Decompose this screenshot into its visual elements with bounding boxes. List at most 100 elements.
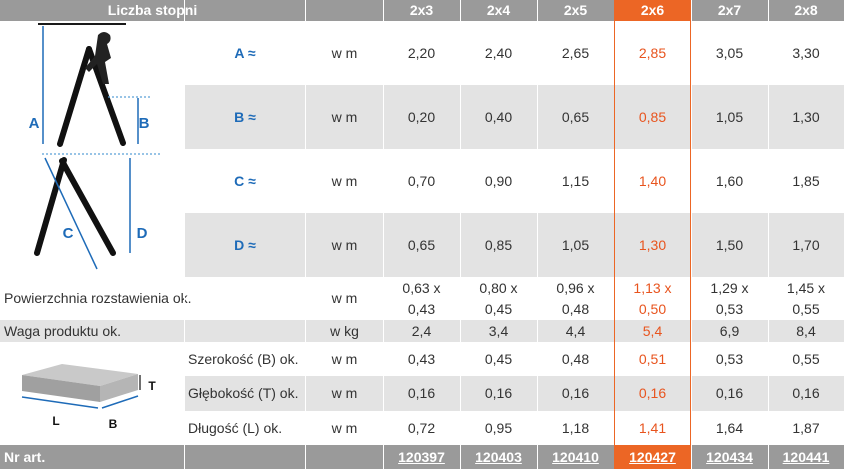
cell-width-2x4: 0,45 [484,350,513,367]
row-unit-area: w m [331,290,358,306]
ladder-dim-label-A: A [29,115,40,132]
header-col-bg [383,0,460,21]
footer-bar [0,445,844,469]
row-length-bg [184,411,844,445]
row-B-bg [184,85,844,149]
box-front-face [22,375,100,402]
box-top-face [22,364,138,386]
cell-B-2x6: 0,85 [638,108,667,125]
dim-c-line [44,157,98,270]
cell-width-2x3: 0,43 [407,350,436,367]
row-label-B: B ≈ [234,108,256,125]
column-divider [305,0,306,469]
header-bar [0,0,383,21]
column-header-2x7: 2x7 [717,2,742,18]
cell-A-2x5: 2,65 [561,44,590,61]
cell-C-2x7: 1,60 [715,172,744,189]
cell-C-2x4: 0,90 [484,172,513,189]
cell-D-2x7: 1,50 [715,236,744,253]
cell-D-2x3: 0,65 [407,236,436,253]
box-side-face [100,374,138,402]
cell-length-2x8: 1,87 [792,419,820,436]
column-divider [537,0,538,469]
ladder-dim-label-C: C [63,225,74,242]
box-dim-label-L: L [52,414,59,428]
cell-length-2x3: 0,72 [407,419,436,436]
cell-D-2x4: 0,85 [484,236,513,253]
row-label-D: D ≈ [234,236,256,253]
row-label-area: Powierzchnia rozstawienia ok. [4,290,192,306]
cell-A-2x6: 2,85 [638,44,667,61]
cell-area-2x5: 0,96 x 0,48 [556,279,595,317]
row-label-length: Długość (L) ok. [188,419,283,436]
cell-A-2x7: 3,05 [715,44,744,61]
ladder-diagram: A B C D [29,23,160,270]
cell-B-2x7: 1,05 [715,108,744,125]
cell-weight-2x7: 6,9 [719,322,740,339]
row-label-depth: Głębokość (T) ok. [188,385,299,401]
row-unit-weight: w kg [330,322,359,339]
cell-B-2x3: 0,20 [407,108,436,125]
row-weight-bg [0,320,844,342]
cell-weight-2x5: 4,4 [565,322,586,339]
row-unit-C: w m [331,172,358,189]
cell-B-2x8: 1,30 [792,108,820,125]
row-unit-depth: w m [331,385,358,401]
ladder-left-leg [57,46,92,147]
row-label-A: A ≈ [234,44,256,61]
cell-length-2x6: 1,41 [638,419,667,436]
cell-C-2x3: 0,70 [407,172,436,189]
article-number-120397[interactable]: 120397 [398,448,445,465]
cell-depth-2x3: 0,16 [407,385,436,401]
ladder-dim-label-D: D [137,225,148,242]
box-dim-label-B: B [109,417,118,431]
cell-area-2x3: 0,63 x 0,43 [402,279,441,317]
article-number-120403[interactable]: 120403 [475,448,522,465]
cell-depth-2x7: 0,16 [715,385,744,401]
cell-C-2x5: 1,15 [561,172,590,189]
article-number-120434[interactable]: 120434 [706,448,753,465]
cell-weight-2x6: 5,4 [642,322,663,339]
header-col-bg [614,0,691,21]
footer-hl-bg [614,445,691,469]
box-dim-label-T: T [148,379,156,393]
cell-depth-2x5: 0,16 [561,385,590,401]
column-header-2x4: 2x4 [486,2,511,18]
folded-ladder-leg-2 [34,157,67,256]
column-header-2x8: 2x8 [794,2,818,18]
row-C-bg [184,149,844,213]
folded-ladder-leg-1 [59,158,116,256]
cell-weight-2x8: 8,4 [796,322,816,339]
article-number-120441[interactable]: 120441 [782,448,830,465]
cell-A-2x8: 3,30 [792,44,820,61]
row-label-width: Szerokość (B) ok. [188,350,299,367]
cell-length-2x5: 1,18 [561,419,590,436]
cell-area-2x6: 1,13 x 0,50 [633,279,672,317]
cell-area-2x7: 1,29 x 0,53 [710,279,749,317]
person-icon [85,32,111,84]
cell-B-2x5: 0,65 [561,108,590,125]
cell-A-2x4: 2,40 [484,44,513,61]
ladder-drawing [34,23,160,270]
column-header-2x5: 2x5 [563,2,588,18]
row-unit-D: w m [331,236,358,253]
dim-b-line [101,395,139,409]
cell-D-2x5: 1,05 [561,236,590,253]
row-D-bg [184,213,844,277]
highlight-column-border [614,21,691,445]
cell-C-2x6: 1,40 [638,172,667,189]
cell-width-2x5: 0,48 [561,350,590,367]
cell-length-2x4: 0,95 [484,419,513,436]
article-number-120410[interactable]: 120410 [552,448,599,465]
row-label-C: C ≈ [234,172,256,189]
column-divider [691,0,692,469]
header-col-bg [537,0,614,21]
header-col-bg [460,0,537,21]
package-diagram: T L B [21,364,156,431]
cell-depth-2x4: 0,16 [484,385,513,401]
row-unit-length: w m [331,419,358,436]
article-number-120427[interactable]: 120427 [629,448,676,465]
row-width-bg [184,342,844,376]
cell-area-2x4: 0,80 x 0,45 [479,279,518,317]
